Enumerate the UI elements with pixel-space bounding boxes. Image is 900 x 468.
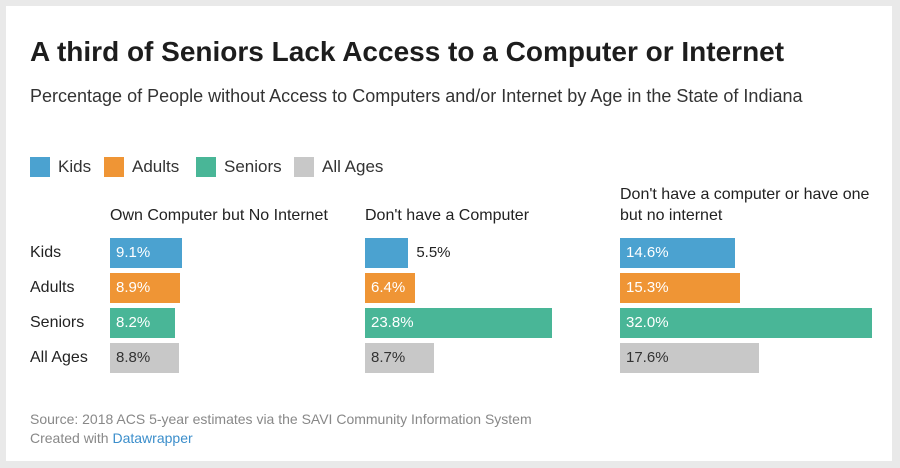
bar-value-label: 5.5%: [416, 244, 451, 261]
bar-adults-panel-1: [110, 273, 181, 303]
bar-value-label: 32.0%: [626, 314, 669, 331]
legend-item-seniors: Seniors: [196, 156, 282, 178]
bar-all-ages-panel-2: [365, 343, 434, 373]
legend-swatch-all-ages: [294, 157, 314, 177]
row-label-adults: Adults: [30, 279, 75, 296]
bar-value-label: 14.6%: [626, 244, 669, 261]
legend-label-adults: Adults: [132, 157, 180, 176]
bar-value-label: 23.8%: [371, 314, 414, 331]
bar-value-label: 8.9%: [116, 279, 151, 296]
bar-all-ages-panel-3: [620, 343, 759, 373]
legend-label-kids: Kids: [58, 157, 92, 176]
source-note: Source: 2018 ACS 5-year estimates via th…: [30, 411, 532, 427]
bar-value-label: 15.3%: [626, 279, 669, 296]
row-label-seniors: Seniors: [30, 314, 85, 331]
chart-card: A third of Seniors Lack Access to a Comp…: [6, 6, 892, 461]
bar-seniors-panel-1: [110, 308, 175, 338]
bar-value-label: 17.6%: [626, 349, 669, 366]
chart-subtitle: Percentage of People without Access to C…: [30, 86, 803, 106]
bar-seniors-panel-3: [620, 308, 872, 338]
legend-swatch-adults: [104, 157, 124, 177]
legend-item-all-ages: All Ages: [294, 156, 383, 178]
panel-title-2: Don't have a Computer: [365, 207, 530, 224]
legend-swatch-seniors: [196, 157, 216, 177]
row-label-all-ages: All Ages: [30, 349, 88, 366]
bar-value-label: 8.2%: [116, 314, 151, 331]
bar-value-label: 6.4%: [371, 279, 406, 296]
panel-title-3: Don't have a computer or have one but no…: [620, 186, 870, 224]
datawrapper-link[interactable]: Datawrapper: [112, 430, 193, 446]
legend-swatch-kids: [30, 157, 50, 177]
bar-adults-panel-3: [620, 273, 741, 303]
created-with-prefix: Created with: [30, 430, 113, 446]
bar-adults-panel-2: [365, 273, 416, 303]
chart-footer: Source: 2018 ACS 5-year estimates via th…: [30, 410, 532, 448]
bar-seniors-panel-2: [365, 308, 553, 338]
bar-value-label: 9.1%: [116, 244, 151, 261]
legend-item-adults: Adults: [104, 156, 179, 178]
row-label-kids: Kids: [30, 244, 62, 261]
bar-kids-panel-1: [110, 238, 182, 268]
created-with-note: Created with Datawrapper: [30, 429, 532, 448]
bar-value-label: 8.8%: [116, 349, 151, 366]
chart-title: A third of Seniors Lack Access to a Comp…: [30, 36, 785, 67]
panel-title-1: Own Computer but No Internet: [110, 207, 328, 224]
bar-kids-panel-3: [620, 238, 735, 268]
bar-value-label: 8.7%: [371, 349, 406, 366]
bar-all-ages-panel-1: [110, 343, 180, 373]
legend-label-all-ages: All Ages: [322, 157, 384, 176]
legend-label-seniors: Seniors: [224, 157, 282, 176]
legend-item-kids: Kids: [30, 156, 91, 178]
bar-kids-panel-2: [365, 238, 409, 268]
